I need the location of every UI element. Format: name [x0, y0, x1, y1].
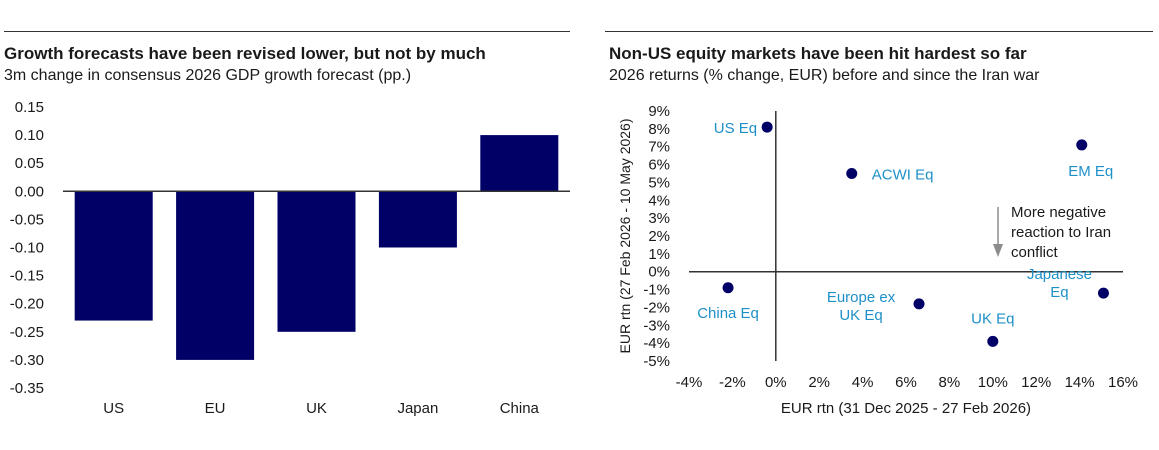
x-tick-label: 2%: [808, 374, 830, 391]
point-acwi-eq: [846, 168, 858, 179]
x-tick-label: 16%: [1108, 374, 1138, 391]
point-uk-eq: [987, 335, 999, 347]
y-tick-label: -0.05: [10, 211, 44, 228]
x-tick-label: EU: [205, 400, 226, 417]
x-tick-label: US: [103, 400, 124, 417]
point-em-eq: [1076, 139, 1088, 151]
y-tick-label: -2%: [643, 299, 670, 316]
y-tick-label: 0.00: [15, 183, 44, 200]
point-japanese-eq: [1097, 287, 1109, 299]
scatter-chart: 9%8%7%6%5%4%3%2%1%0%-1%-2%-3%-4%-5%-4% -2…: [617, 103, 1138, 417]
x-axis-title: EUR rtn (31 Dec 2025 - 27 Feb 2026): [781, 400, 1031, 417]
y-tick-label: -1%: [643, 282, 670, 299]
y-tick-label: 0%: [648, 264, 670, 281]
y-tick-label: 8%: [648, 121, 670, 138]
annotation-arrow-head: [993, 244, 1003, 257]
x-tick-label: UK: [306, 400, 327, 417]
x-tick-label: 6%: [895, 374, 917, 391]
point-europe-ex-uk-eq: [913, 298, 925, 310]
chart-title: Non-US equity markets have been hit hard…: [609, 44, 1027, 63]
x-tick-label: 0%: [765, 374, 787, 391]
growth-forecast-chart-panel: Growth forecasts have been revised lower…: [0, 0, 575, 450]
bar-eu: [176, 191, 255, 360]
x-tick-label: 14%: [1065, 374, 1095, 391]
y-tick-label: -0.20: [10, 296, 44, 313]
y-tick-label: 7%: [648, 139, 670, 156]
y-tick-label: 1%: [648, 246, 670, 263]
x-tick-label: 12%: [1021, 374, 1051, 391]
x-tick-label: -4%: [676, 374, 703, 391]
point-label: Europe ex: [827, 289, 896, 306]
point-china-eq: [722, 282, 734, 294]
y-tick-label: -0.15: [10, 268, 44, 285]
y-tick-label: -5%: [643, 353, 670, 370]
y-tick-label: 4%: [648, 192, 670, 209]
top-rule: [605, 31, 1153, 32]
annotation-text: reaction to Iran: [1011, 224, 1111, 241]
bar-japan: [378, 191, 457, 248]
x-tick-label: 10%: [978, 374, 1008, 391]
x-tick-label: China: [500, 400, 540, 417]
point-label: Japanese: [1027, 266, 1092, 283]
point-label: US Eq: [714, 120, 757, 137]
y-tick-label: 0.10: [15, 127, 44, 144]
point-label: ACWI Eq: [872, 167, 934, 184]
bar-uk: [277, 191, 356, 332]
chart-subtitle: 2026 returns (% change, EUR) before and …: [609, 67, 1040, 84]
y-tick-label: -0.35: [10, 380, 44, 397]
point-label: UK Eq: [839, 307, 882, 324]
y-tick-label: -0.30: [10, 352, 44, 369]
point-label: UK Eq: [971, 310, 1014, 327]
x-tick-label: 8%: [939, 374, 961, 391]
point-label: EM Eq: [1068, 163, 1113, 180]
y-axis-title: EUR rtn (27 Feb 2026 - 10 May 2026): [617, 118, 633, 353]
chart-title: Growth forecasts have been revised lower…: [4, 44, 486, 63]
bar-china: [480, 135, 559, 192]
x-tick-label: -2%: [719, 374, 746, 391]
y-tick-label: 9%: [648, 103, 670, 120]
y-tick-label: 5%: [648, 174, 670, 191]
bar-chart: 0.15 0.10 0.05 0.00 -0.05 -0.10 -0.15 -0.20 -0.2…: [10, 99, 570, 417]
y-tick-label: 3%: [648, 210, 670, 227]
point-us-eq: [761, 121, 773, 133]
x-tick-label: Japan: [397, 400, 438, 417]
y-tick-label: 0.05: [15, 155, 44, 172]
equity-returns-chart-panel: Non-US equity markets have been hit hard…: [605, 0, 1159, 450]
point-label: Eq: [1050, 284, 1068, 301]
y-tick-label: -0.10: [10, 240, 44, 257]
x-tick-label: 4%: [852, 374, 874, 391]
y-tick-label: -3%: [643, 317, 670, 334]
y-tick-label: -0.25: [10, 324, 44, 341]
annotation-text: More negative: [1011, 204, 1106, 221]
y-tick-label: 6%: [648, 157, 670, 174]
bar-us: [74, 191, 153, 321]
top-rule: [4, 31, 570, 32]
point-label: China Eq: [697, 305, 759, 322]
chart-subtitle: 3m change in consensus 2026 GDP growth f…: [4, 67, 412, 84]
annotation-text: conflict: [1011, 244, 1059, 261]
y-tick-label: 2%: [648, 228, 670, 245]
y-tick-label: -4%: [643, 335, 670, 352]
y-tick-label: 0.15: [15, 99, 44, 116]
